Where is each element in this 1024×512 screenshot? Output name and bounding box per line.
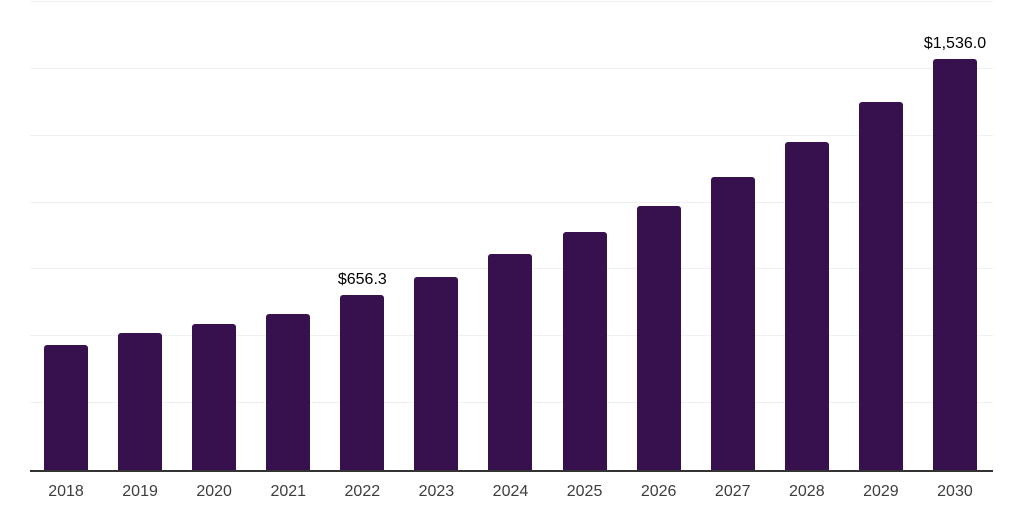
x-tick-2030: 2030 <box>937 483 973 500</box>
bar-value-label-2030: $1,536.0 <box>923 35 987 53</box>
gridline <box>30 201 993 203</box>
x-tick-2023: 2023 <box>418 483 455 500</box>
bar-2024 <box>488 254 533 470</box>
bar-2028 <box>784 141 829 470</box>
x-tick-2018: 2018 <box>48 483 84 500</box>
bar-2030 <box>932 59 977 470</box>
x-tick-2020: 2020 <box>196 483 232 500</box>
gridline <box>30 134 993 136</box>
x-tick-2025: 2025 <box>566 483 603 500</box>
bar-2025 <box>562 232 607 470</box>
gridline <box>30 67 993 69</box>
x-tick-2019: 2019 <box>122 483 158 500</box>
x-tick-2027: 2027 <box>714 483 751 500</box>
bar-2019 <box>118 332 163 470</box>
bar-2021 <box>266 313 311 470</box>
bar-value-label-2022: $656.3 <box>337 270 387 288</box>
bar-2023 <box>414 276 459 470</box>
x-tick-2026: 2026 <box>640 483 677 500</box>
x-tick-2029: 2029 <box>863 483 899 500</box>
bar-2026 <box>636 205 681 470</box>
bar-2029 <box>858 102 903 470</box>
bar-2027 <box>710 176 755 470</box>
x-tick-2028: 2028 <box>789 483 825 500</box>
bar-2018 <box>44 345 88 470</box>
bar-2022 <box>340 294 385 470</box>
x-tick-2022: 2022 <box>344 483 381 500</box>
x-axis: 2018 2019 2020 2021 2022 2023 2024 2025 2026 2027… <box>30 483 993 505</box>
bar-2020 <box>192 323 237 470</box>
gridline <box>30 1 993 2</box>
plot-area: $656.3 $1,536.0 <box>30 0 993 472</box>
x-tick-2021: 2021 <box>270 483 307 500</box>
x-tick-2024: 2024 <box>492 483 529 500</box>
